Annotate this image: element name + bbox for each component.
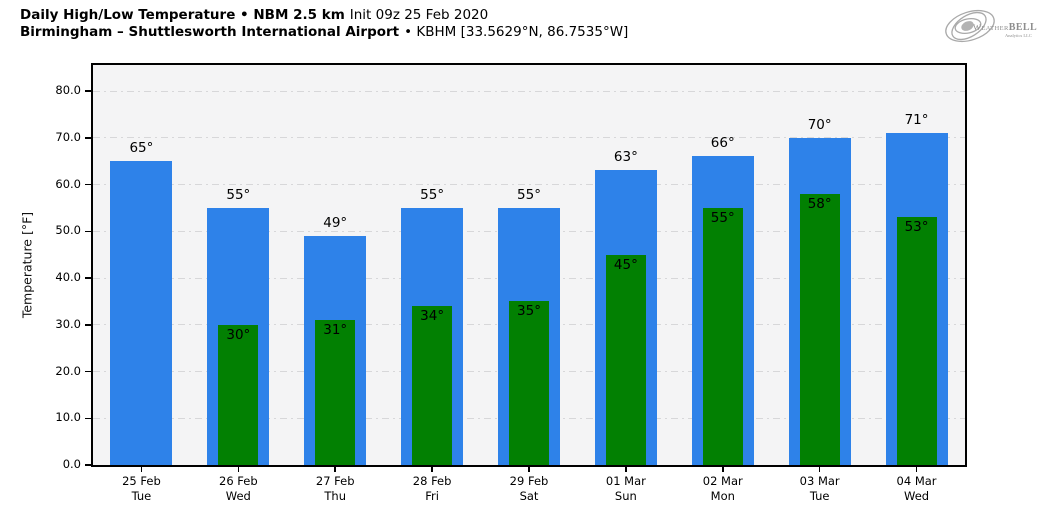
- x-tick-25-feb: [140, 467, 143, 472]
- y-tick-label-30: 30.0: [55, 316, 81, 331]
- logo-wordmark: WEATHERBELL: [973, 22, 1037, 33]
- high-value-01-mar: 63°: [613, 149, 638, 166]
- low-bar-29-feb: [509, 301, 549, 465]
- high-value-03-mar: 70°: [807, 116, 832, 133]
- high-bar-25-feb: [110, 161, 173, 465]
- x-label-date: 27 Feb: [315, 474, 355, 488]
- x-tick-28-feb: [431, 467, 433, 472]
- y-tick-80: [85, 90, 91, 92]
- x-tick-label-29-feb: 29 Feb Sat: [481, 474, 577, 504]
- x-label-date: 25 Feb: [122, 474, 161, 488]
- x-tick-02-mar: [722, 467, 724, 472]
- x-label-date: 02 Mar: [702, 474, 743, 488]
- y-tick-0: [85, 464, 91, 466]
- logo-subtext: Analytics LLC: [1005, 33, 1032, 38]
- low-value-02-mar: 55°: [710, 209, 735, 226]
- x-tick-label-26-feb: 26 Feb Wed: [190, 474, 286, 504]
- y-tick-20: [85, 370, 91, 373]
- x-label-day: Wed: [904, 489, 930, 503]
- x-tick-27-feb: [334, 467, 336, 472]
- low-bar-28-feb: [412, 306, 453, 465]
- chart-header: Daily High/Low Temperature • NBM 2.5 km I…: [20, 7, 628, 41]
- low-bar-04-mar: [896, 217, 937, 465]
- low-value-03-mar: 58°: [807, 195, 832, 212]
- chart-title-init: Init 09z 25 Feb 2020: [349, 7, 489, 23]
- x-label-date: 01 Mar: [605, 474, 646, 488]
- low-bar-03-mar: [799, 193, 840, 465]
- low-value-27-feb: 31°: [323, 322, 348, 339]
- x-tick-03-mar: [818, 467, 821, 472]
- x-label-day: Tue: [809, 489, 830, 503]
- y-tick-50: [85, 230, 91, 232]
- chart-subtitle-station: Birmingham – Shuttlesworth International…: [20, 24, 400, 40]
- y-axis-title: Temperature [°F]: [19, 211, 35, 319]
- x-label-day: Thu: [324, 489, 347, 503]
- gridline-80: [93, 90, 965, 92]
- x-label-day: Tue: [131, 489, 152, 503]
- high-value-25-feb: 65°: [129, 140, 154, 157]
- high-value-28-feb: 55°: [420, 186, 445, 203]
- x-tick-label-25-feb: 25 Feb Tue: [93, 474, 189, 504]
- x-tick-label-04-mar: 04 Mar Wed: [869, 474, 965, 504]
- x-tick-label-28-feb: 28 Feb Fri: [384, 474, 480, 504]
- x-tick-26-feb: [237, 467, 240, 472]
- y-tick-label-70: 70.0: [55, 129, 81, 144]
- y-tick-label-40: 40.0: [55, 270, 81, 284]
- low-value-01-mar: 45°: [613, 256, 638, 273]
- chart-subtitle-coords: • KBHM [33.5629°N, 86.7535°W]: [404, 24, 629, 40]
- y-tick-label-10: 10.0: [55, 410, 81, 425]
- y-tick-10: [85, 417, 91, 419]
- x-label-day: Sun: [614, 489, 637, 503]
- x-tick-29-feb: [528, 467, 530, 472]
- weatherbell-logo: WEATHERBELL Analytics LLC: [945, 9, 1037, 43]
- low-value-26-feb: 30°: [226, 326, 251, 343]
- low-bar-27-feb: [315, 320, 356, 465]
- x-tick-04-mar: [915, 467, 918, 472]
- x-label-date: 04 Mar: [896, 474, 937, 488]
- y-tick-70: [85, 137, 91, 139]
- x-label-day: Mon: [710, 489, 735, 503]
- x-label-date: 29 Feb: [509, 474, 549, 488]
- y-tick-40: [85, 277, 91, 279]
- chart-title: Daily High/Low Temperature • NBM 2.5 km I…: [20, 7, 628, 24]
- chart-title-main: Daily High/Low Temperature • NBM 2.5 km: [20, 7, 345, 23]
- high-value-26-feb: 55°: [226, 186, 251, 203]
- gridline-70: [93, 137, 965, 139]
- x-label-date: 26 Feb: [219, 474, 258, 488]
- high-value-04-mar: 71°: [904, 112, 929, 129]
- x-tick-label-01-mar: 01 Mar Sun: [578, 474, 674, 504]
- x-label-day: Wed: [225, 489, 251, 503]
- high-value-27-feb: 49°: [323, 214, 348, 231]
- low-bar-26-feb: [218, 324, 259, 465]
- y-tick-label-60: 60.0: [55, 176, 81, 191]
- high-value-29-feb: 55°: [517, 186, 541, 203]
- low-value-29-feb: 35°: [517, 303, 541, 320]
- x-tick-label-27-feb: 27 Feb Thu: [287, 474, 383, 504]
- low-bar-02-mar: [702, 207, 743, 465]
- hurricane-swirl-icon: [945, 9, 995, 43]
- x-tick-label-02-mar: 02 Mar Mon: [675, 474, 771, 504]
- low-bar-01-mar: [605, 254, 646, 465]
- gridline-60: [93, 184, 965, 185]
- chart-subtitle: Birmingham – Shuttlesworth International…: [20, 24, 628, 41]
- low-value-28-feb: 34°: [420, 308, 445, 325]
- y-tick-label-80: 80.0: [55, 83, 81, 97]
- low-value-04-mar: 53°: [904, 219, 929, 236]
- x-label-date: 28 Feb: [412, 474, 452, 488]
- x-tick-label-03-mar: 03 Mar Tue: [772, 474, 868, 504]
- x-label-day: Fri: [425, 489, 439, 503]
- y-tick-label-20: 20.0: [55, 363, 81, 378]
- y-tick-30: [85, 324, 91, 326]
- x-label-date: 03 Mar: [799, 474, 840, 488]
- y-tick-label-50: 50.0: [55, 223, 81, 238]
- x-label-day: Sat: [519, 489, 539, 503]
- high-value-02-mar: 66°: [710, 135, 735, 152]
- x-tick-01-mar: [625, 467, 627, 472]
- y-tick-label-0: 0.0: [62, 457, 81, 471]
- y-tick-60: [85, 183, 91, 186]
